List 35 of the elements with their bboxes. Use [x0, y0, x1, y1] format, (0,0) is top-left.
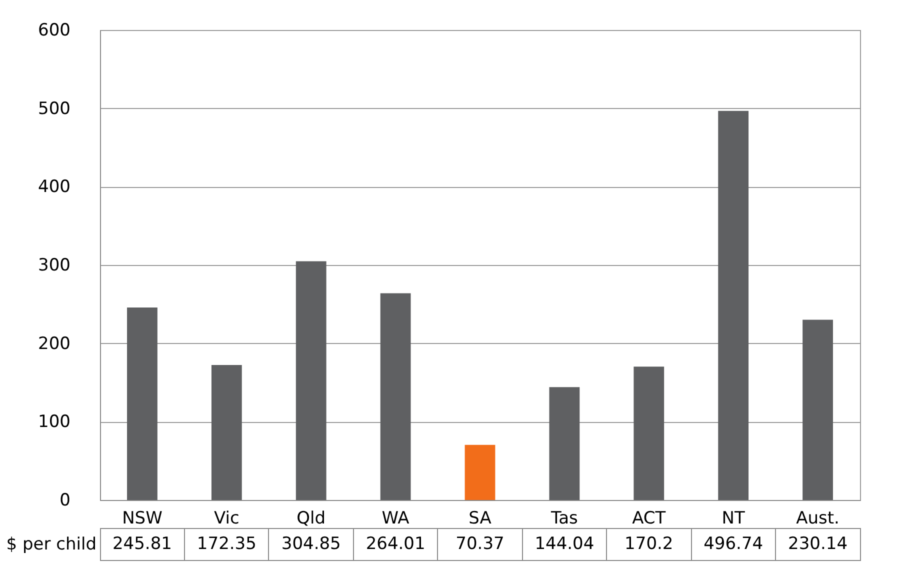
y-tick-label: 600 [38, 20, 70, 40]
y-tick-label: 100 [38, 412, 70, 432]
bar [718, 110, 749, 500]
x-tick-label: SA [468, 508, 492, 528]
data-label: 170.2 [624, 534, 674, 554]
x-tick-label: ACT [632, 508, 666, 528]
bar [802, 320, 833, 500]
y-tick-label: 400 [38, 177, 70, 198]
bar [380, 293, 411, 500]
bar [634, 366, 664, 500]
data-label: 172.35 [196, 534, 256, 554]
text: $ per child [6, 534, 96, 554]
y-tick-label: 200 [38, 334, 70, 354]
x-tick-label: NT [722, 508, 746, 528]
data-label: 264.01 [366, 534, 426, 554]
data-label: 230.14 [788, 534, 848, 554]
data-label: 245.81 [112, 534, 172, 554]
x-tick-label: Aust. [796, 508, 840, 528]
bar [549, 387, 580, 500]
x-tick-label: Qld [296, 508, 326, 528]
bar [211, 364, 242, 500]
bar [127, 307, 158, 500]
x-tick-label: NSW [122, 508, 163, 528]
data-label: 304.85 [281, 534, 341, 554]
y-tick-label: 300 [38, 256, 70, 276]
bar [464, 444, 496, 500]
data-label: 70.37 [456, 534, 504, 554]
data-label: 496.74 [704, 534, 764, 554]
bar [296, 261, 326, 500]
x-tick-label: Tas [550, 508, 578, 528]
y-tick-label: 500 [38, 98, 70, 119]
x-tick-label: Vic [214, 508, 240, 528]
y-tick-label: 0 [60, 490, 70, 510]
x-tick-label: WA [382, 508, 410, 528]
data-label: 144.04 [534, 534, 594, 554]
